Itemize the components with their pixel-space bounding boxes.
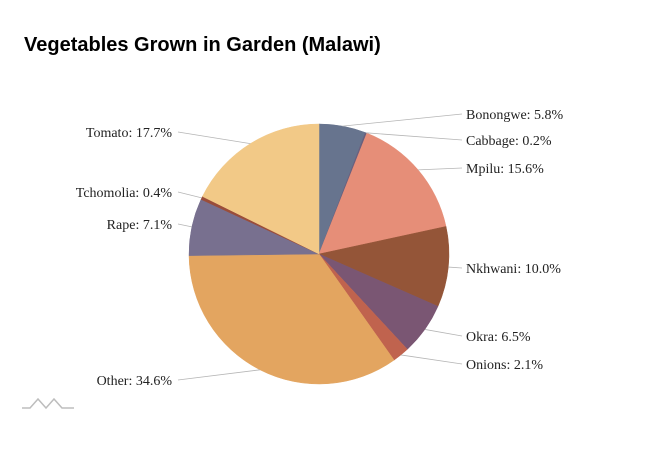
leader-line-mpilu [418,168,462,170]
slice-label-tomato: Tomato: 17.7% [86,126,172,141]
leader-line-tomato [178,132,250,144]
leader-line-rape [178,224,192,227]
chart-logo-icon [22,399,74,408]
leader-line-cabbage [366,133,462,140]
slice-label-okra: Okra: 6.5% [466,330,531,345]
slice-label-other: Other: 34.6% [97,374,173,389]
leader-line-other [178,370,260,380]
slice-label-rape: Rape: 7.1% [107,218,173,233]
slice-label-nkhwani: Nkhwani: 10.0% [466,262,561,277]
leader-line-bonongwe [343,114,462,126]
leader-line-nkhwani [448,267,462,268]
slice-label-tchomolia: Tchomolia: 0.4% [76,186,173,201]
slice-label-cabbage: Cabbage: 0.2% [466,134,552,149]
leader-line-okra [425,329,462,336]
pie-slices [189,124,449,384]
leader-line-onions [401,355,462,364]
slice-label-mpilu: Mpilu: 15.6% [466,162,544,177]
slice-label-bonongwe: Bonongwe: 5.8% [466,108,564,123]
leader-line-tchomolia [178,192,202,198]
slice-label-onions: Onions: 2.1% [466,358,543,373]
